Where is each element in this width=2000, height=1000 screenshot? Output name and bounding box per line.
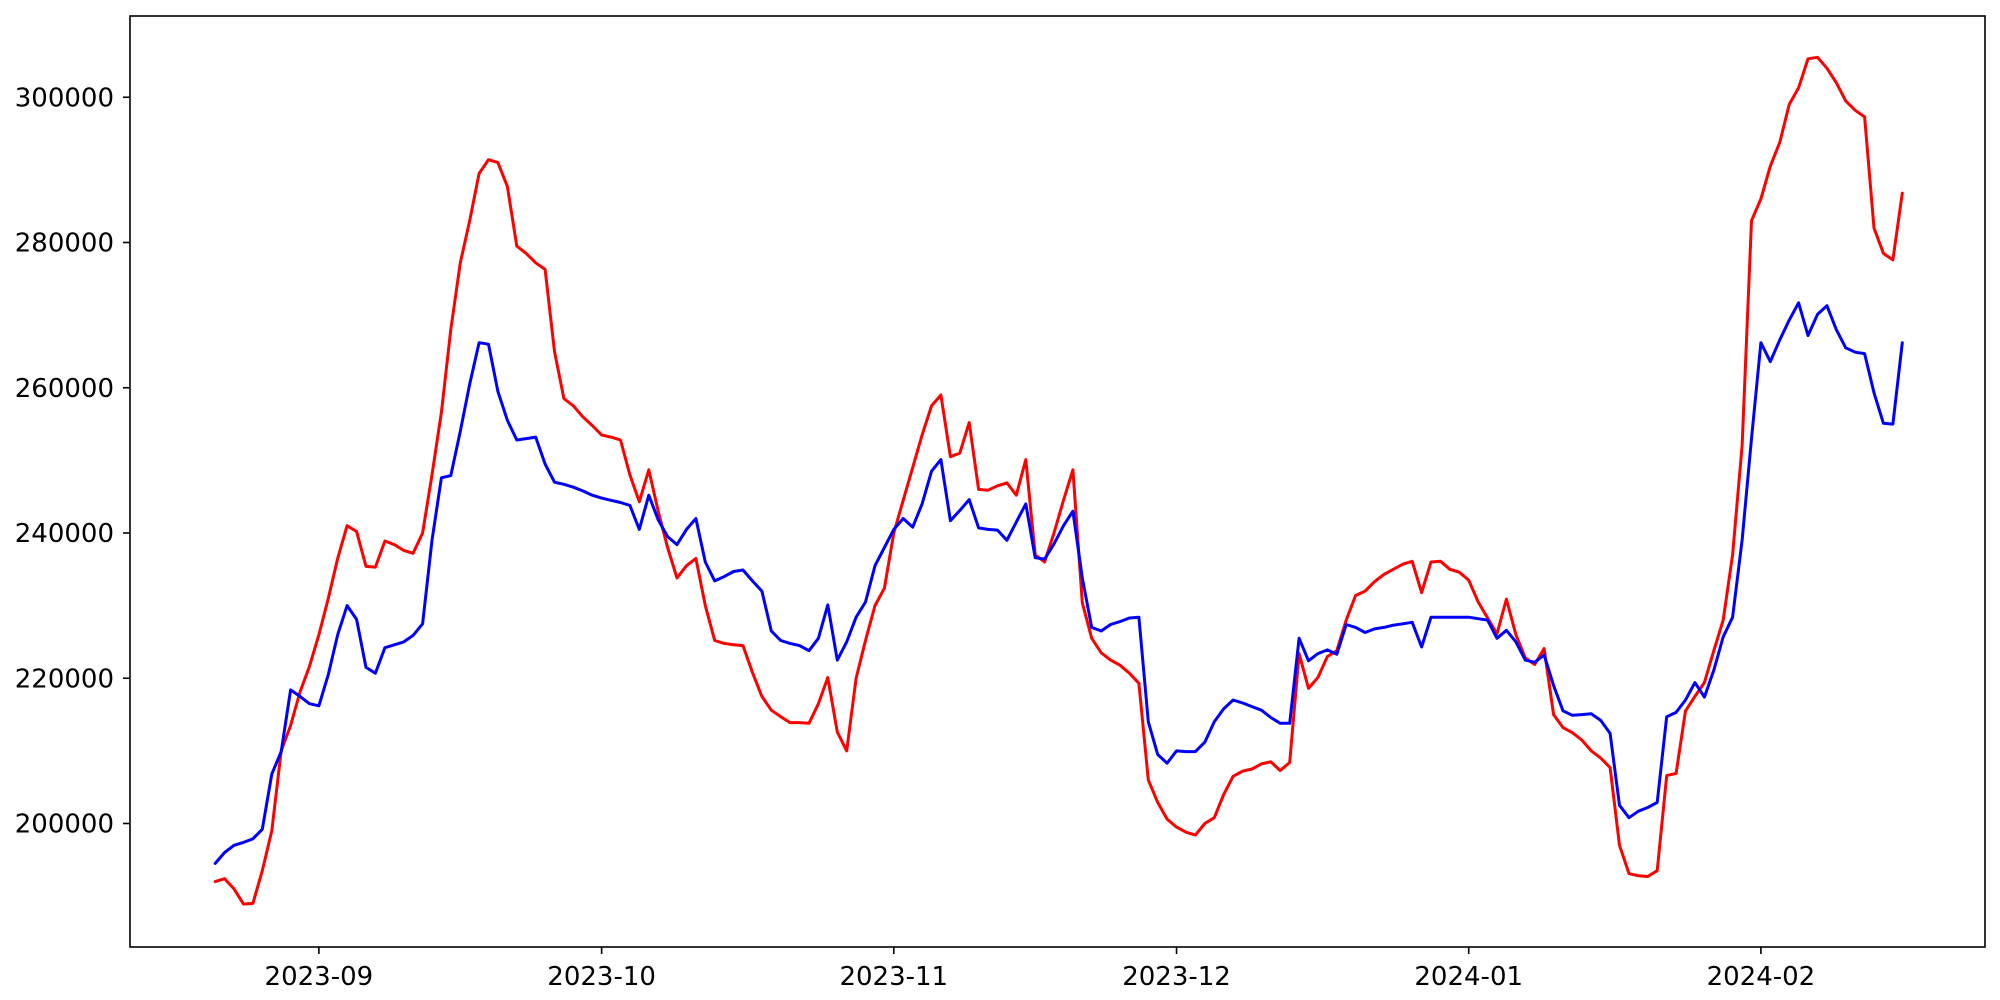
- x-tick-label: 2023-09: [265, 962, 374, 992]
- red-series-line: [213, 55, 1904, 906]
- y-tick-label: 240000: [15, 519, 114, 549]
- blue-series-line: [213, 301, 1904, 865]
- x-tick-label: 2024-01: [1414, 962, 1523, 992]
- plot-border: [129, 15, 1986, 948]
- y-tick-label: 220000: [15, 664, 114, 694]
- x-tick-label: 2023-11: [839, 962, 948, 992]
- x-tick-label: 2024-02: [1707, 962, 1816, 992]
- y-tick-label: 260000: [15, 374, 114, 404]
- y-tick-label: 280000: [15, 229, 114, 259]
- x-tick-label: 2023-12: [1122, 962, 1231, 992]
- y-tick-label: 300000: [15, 83, 114, 113]
- x-tick-label: 2023-10: [547, 962, 656, 992]
- y-tick-label: 200000: [15, 810, 114, 840]
